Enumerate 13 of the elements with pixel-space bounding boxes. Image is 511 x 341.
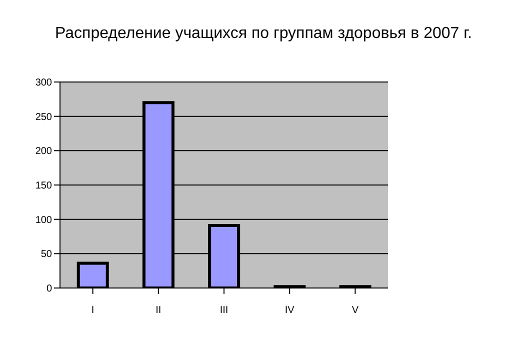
x-tick-label: I (91, 305, 94, 316)
x-tick-label: II (156, 305, 162, 316)
y-tick-label: 100 (35, 214, 52, 226)
x-tick-label: IV (284, 305, 295, 316)
y-tick-label: 0 (46, 284, 52, 295)
y-tick-label: 250 (35, 112, 52, 123)
y-tick-label: 150 (35, 180, 52, 192)
x-tick-label: III (220, 305, 228, 316)
y-tick-label: 200 (35, 146, 52, 158)
y-tick-label: 50 (40, 249, 52, 260)
x-tick-label: V (352, 305, 359, 316)
chart-title: Распределение учащихся по группам здоровья в 2007 г. (54, 25, 473, 43)
y-tick-label: 300 (35, 78, 52, 89)
